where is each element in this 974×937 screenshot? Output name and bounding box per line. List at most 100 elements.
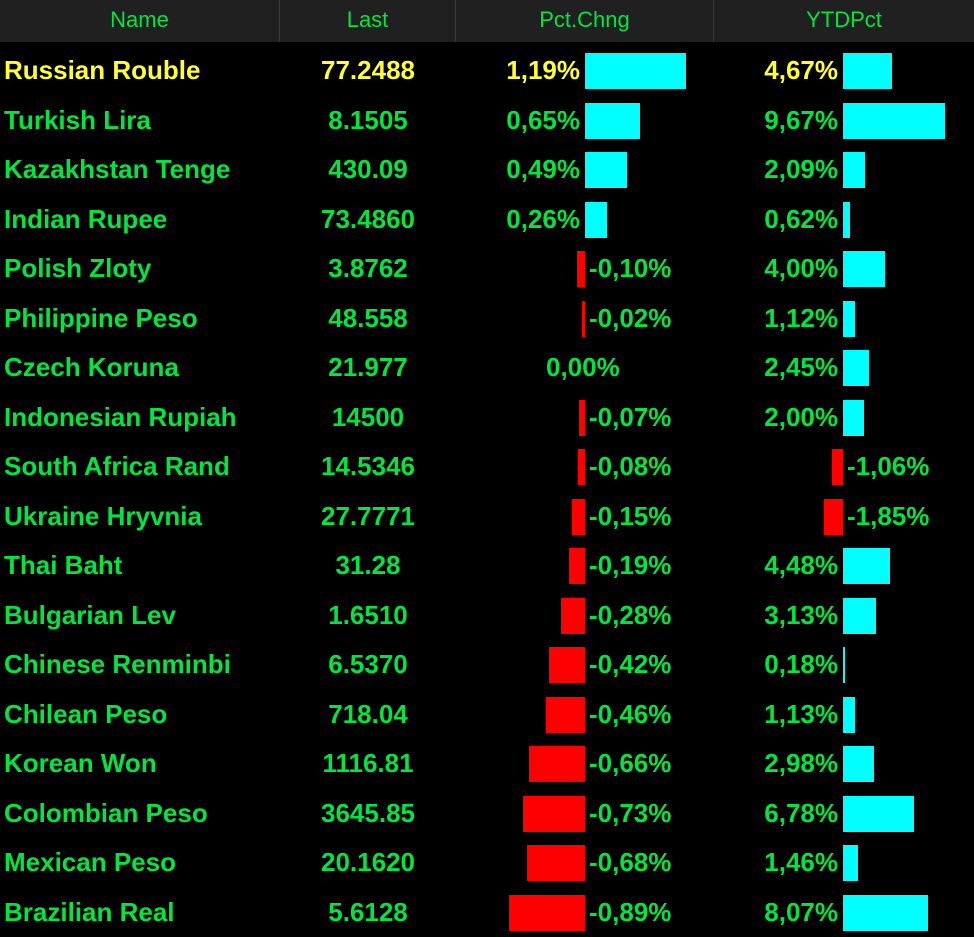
last-value: 3645.85: [280, 789, 456, 839]
table-row[interactable]: South Africa Rand 14.5346 -0,08% -1,06%: [0, 442, 974, 492]
ytd-pct-value: 2,98%: [764, 739, 838, 789]
pct-change-value: -0,66%: [589, 739, 671, 789]
ytd-pct-value: 2,00%: [764, 393, 838, 443]
ytd-pct-bar: [843, 103, 945, 139]
last-value: 20.1620: [280, 838, 456, 888]
table-row[interactable]: Ukraine Hryvnia 27.7771 -0,15% -1,85%: [0, 492, 974, 542]
ytd-pct-bar: [843, 251, 885, 287]
pct-change-bar: [527, 845, 585, 881]
pct-change-bar: [579, 400, 585, 436]
pct-change-bar: [546, 697, 585, 733]
pct-change-value: 1,19%: [506, 46, 580, 96]
ytd-pct-bar: [843, 350, 869, 386]
ytd-pct-value: 0,18%: [764, 640, 838, 690]
table-header: Name Last Pct.Chng YTDPct: [0, 0, 974, 42]
ytd-pct-value: 6,78%: [764, 789, 838, 839]
last-value: 27.7771: [280, 492, 456, 542]
ytd-pct-bar: [843, 301, 855, 337]
pct-change-value: -0,42%: [589, 640, 671, 690]
last-value: 5.6128: [280, 888, 456, 937]
ytd-pct-bar: [843, 895, 928, 931]
ytd-pct-bar: [843, 796, 914, 832]
ytd-pct-value: 1,12%: [764, 294, 838, 344]
pct-change-bar: [561, 598, 585, 634]
ytd-pct-bar: [843, 647, 845, 683]
ytd-pct-value: 4,48%: [764, 541, 838, 591]
last-value: 718.04: [280, 690, 456, 740]
last-value: 31.28: [280, 541, 456, 591]
pct-change-bar: [549, 647, 585, 683]
ytd-pct-value: 2,45%: [764, 343, 838, 393]
currency-name: Turkish Lira: [4, 96, 151, 146]
currency-name: Polish Zloty: [4, 244, 151, 294]
ytd-pct-value: -1,06%: [847, 442, 929, 492]
last-value: 1116.81: [280, 739, 456, 789]
pct-change-value: 0,26%: [506, 195, 580, 245]
ytd-pct-bar: [843, 746, 874, 782]
pct-change-value: -0,15%: [589, 492, 671, 542]
pct-change-value: -0,02%: [589, 294, 671, 344]
ytd-pct-value: 2,09%: [764, 145, 838, 195]
ytd-pct-bar: [843, 697, 855, 733]
currency-name: Indonesian Rupiah: [4, 393, 237, 443]
ytd-pct-value: -1,85%: [847, 492, 929, 542]
last-value: 77.2488: [280, 46, 456, 96]
ytd-pct-bar: [843, 548, 890, 584]
pct-change-bar: [572, 499, 585, 535]
pct-change-bar: [585, 152, 627, 188]
currency-name: Ukraine Hryvnia: [4, 492, 202, 542]
ytd-pct-bar: [843, 400, 864, 436]
last-value: 48.558: [280, 294, 456, 344]
last-value: 8.1505: [280, 96, 456, 146]
table-row[interactable]: Chinese Renminbi 6.5370 -0,42% 0,18%: [0, 640, 974, 690]
pct-change-value: -0,28%: [589, 591, 671, 641]
pct-change-value: -0,68%: [589, 838, 671, 888]
ytd-pct-value: 1,13%: [764, 690, 838, 740]
last-value: 14.5346: [280, 442, 456, 492]
currency-name: South Africa Rand: [4, 442, 230, 492]
pct-change-value: -0,89%: [589, 888, 671, 937]
last-value: 6.5370: [280, 640, 456, 690]
currency-name: Thai Baht: [4, 541, 122, 591]
currency-name: Chinese Renminbi: [4, 640, 231, 690]
pct-change-value: -0,46%: [589, 690, 671, 740]
pct-change-bar: [509, 895, 585, 931]
column-header-name[interactable]: Name: [0, 0, 280, 42]
table-row[interactable]: Thai Baht 31.28 -0,19% 4,48%: [0, 541, 974, 591]
ytd-pct-value: 3,13%: [764, 591, 838, 641]
ytd-pct-value: 1,46%: [764, 838, 838, 888]
pct-change-value: -0,08%: [589, 442, 671, 492]
pct-change-bar: [585, 202, 607, 238]
pct-change-value: -0,10%: [589, 244, 671, 294]
column-header-pct-chng[interactable]: Pct.Chng: [456, 0, 714, 42]
ytd-pct-value: 9,67%: [764, 96, 838, 146]
currency-name: Colombian Peso: [4, 789, 208, 839]
currency-name: Brazilian Real: [4, 888, 175, 937]
last-value: 14500: [280, 393, 456, 443]
currency-name: Indian Rupee: [4, 195, 167, 245]
ytd-pct-bar: [843, 53, 892, 89]
pct-change-bar: [585, 53, 686, 89]
pct-change-bar: [578, 449, 585, 485]
ytd-pct-bar: [832, 449, 843, 485]
last-value: 1.6510: [280, 591, 456, 641]
pct-change-bar: [585, 103, 640, 139]
pct-change-value: -0,19%: [589, 541, 671, 591]
ytd-pct-bar: [843, 598, 876, 634]
column-header-last[interactable]: Last: [280, 0, 456, 42]
column-header-ytdpct[interactable]: YTDPct: [714, 0, 974, 42]
